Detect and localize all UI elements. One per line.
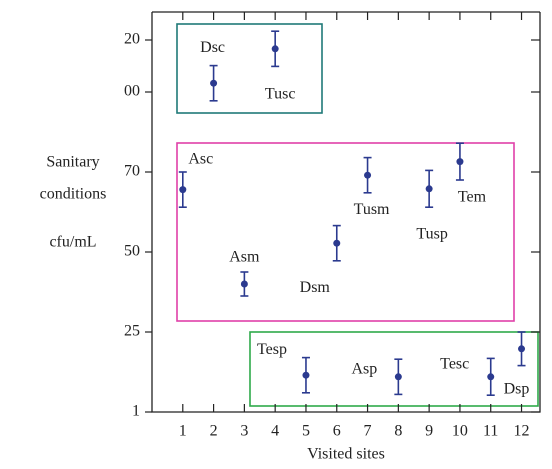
x-tick-label: 6 <box>333 423 341 440</box>
x-tick-label: 11 <box>483 423 498 440</box>
x-tick-label: 3 <box>240 423 248 440</box>
x-tick-label: 4 <box>271 423 279 440</box>
point <box>179 186 187 194</box>
point-label: Dsp <box>504 380 530 397</box>
point <box>210 79 218 87</box>
x-tick-label: 12 <box>514 423 530 440</box>
y-axis-label: Sanitary <box>46 154 99 171</box>
point-label: Tusm <box>354 201 390 218</box>
x-tick-label: 2 <box>210 423 218 440</box>
point <box>364 171 372 179</box>
group-box <box>176 142 515 322</box>
point <box>333 239 341 247</box>
point <box>456 158 464 166</box>
x-tick-label: 10 <box>452 423 468 440</box>
y-tick-label: 00 <box>124 83 140 100</box>
group-box <box>249 331 539 407</box>
point <box>240 280 248 288</box>
x-axis-label: Visited sites <box>307 446 385 463</box>
y-axis-label: cfu/mL <box>49 234 96 251</box>
point <box>271 45 279 53</box>
point-label: Tesc <box>440 355 469 372</box>
x-tick-label: 8 <box>394 423 402 440</box>
point <box>518 345 526 353</box>
x-tick-label: 1 <box>179 423 187 440</box>
x-tick-label: 5 <box>302 423 310 440</box>
y-tick-label: 25 <box>124 323 140 340</box>
point-label: Asp <box>351 360 377 377</box>
point-label: Tesp <box>257 341 287 358</box>
y-tick-label: 70 <box>124 163 140 180</box>
point-label: Asc <box>188 150 213 167</box>
x-tick-label: 9 <box>425 423 433 440</box>
axes-frame <box>151 12 541 413</box>
y-tick-label: 50 <box>124 243 140 260</box>
point-label: Dsc <box>200 39 225 56</box>
y-tick-label: 20 <box>124 31 140 48</box>
y-axis-label: conditions <box>40 186 107 203</box>
x-tick-label: 7 <box>364 423 372 440</box>
y-tick-label: 1 <box>132 403 140 420</box>
point-label: Tusp <box>416 225 447 242</box>
point <box>487 373 495 381</box>
point-label: Tem <box>458 188 487 205</box>
point-label: Asm <box>229 249 260 266</box>
point <box>302 371 310 379</box>
group-box <box>176 23 323 114</box>
point <box>425 185 433 193</box>
point-label: Tusc <box>265 85 296 102</box>
point-label: Dsm <box>300 279 331 296</box>
point <box>394 373 402 381</box>
